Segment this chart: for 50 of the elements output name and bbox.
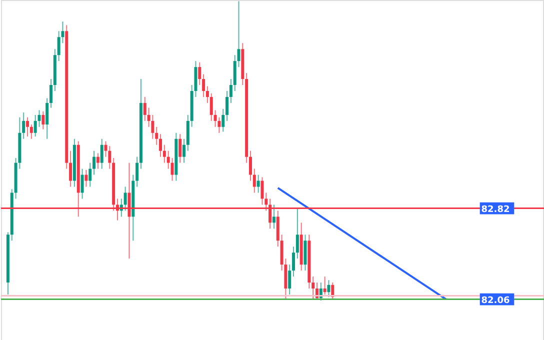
candlestick <box>182 138 186 164</box>
candlestick <box>323 276 326 296</box>
candlestick <box>233 54 236 92</box>
candlestick <box>206 86 209 104</box>
candlestick <box>252 168 256 194</box>
candlestick <box>96 152 100 170</box>
candlestick <box>222 108 225 132</box>
candlestick <box>124 186 127 212</box>
candlestick <box>166 150 170 170</box>
candlestick <box>92 150 96 176</box>
candlestick <box>248 150 252 182</box>
candlestick <box>260 176 264 206</box>
candlestick <box>26 116 30 137</box>
candlestick <box>226 90 229 122</box>
candlestick <box>159 134 162 158</box>
candlestick <box>229 78 232 104</box>
candlestick <box>22 112 26 140</box>
candlestick <box>312 276 315 300</box>
candlestick <box>136 156 139 188</box>
candlestick <box>256 174 260 194</box>
candlestick <box>155 126 158 146</box>
candlestick <box>80 168 84 200</box>
candlestick <box>292 246 296 278</box>
candlestick <box>143 96 146 122</box>
candlestick <box>42 110 45 130</box>
candlestick <box>30 124 33 140</box>
candlestick <box>327 280 330 298</box>
candlestick <box>88 162 92 188</box>
candlestick <box>34 114 37 137</box>
candlestick <box>288 264 292 296</box>
candlestick <box>108 146 112 170</box>
candlestick <box>84 170 88 188</box>
y-tick-label: 82.06 <box>481 296 510 306</box>
candlestick <box>304 234 307 272</box>
candlestick <box>100 138 104 170</box>
candlestick <box>69 150 72 188</box>
candlestick <box>296 208 299 260</box>
candlestick <box>186 114 190 152</box>
candlestick <box>170 158 174 182</box>
candlestick <box>202 74 206 98</box>
candlestick <box>272 204 276 230</box>
candlestick <box>46 98 49 140</box>
y-tick-label: 82.82 <box>481 204 510 215</box>
candlestick <box>49 78 52 108</box>
candlestick <box>38 110 41 128</box>
candlestick <box>178 134 182 164</box>
candlestick <box>198 62 202 86</box>
candlestick <box>237 0 240 68</box>
candlestick <box>210 92 213 122</box>
candlestick <box>162 144 166 164</box>
